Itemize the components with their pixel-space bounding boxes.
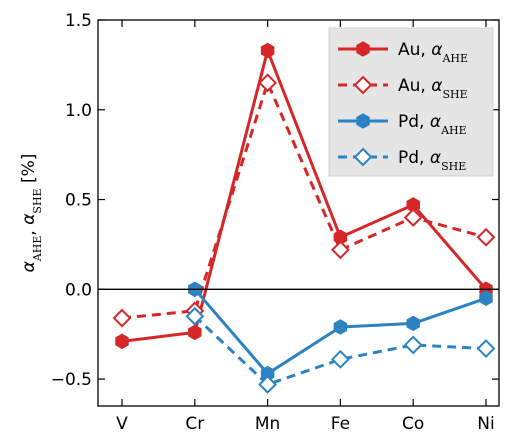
x-tick-label: Co	[402, 414, 424, 433]
data-point	[112, 308, 132, 328]
data-point	[476, 339, 496, 358]
legend-marker	[356, 41, 370, 57]
data-point	[330, 240, 350, 260]
legend-marker	[353, 75, 373, 95]
plot-frame	[97, 19, 500, 407]
data-point	[260, 42, 275, 59]
legend-label: Pd, αAHE	[398, 112, 467, 137]
x-tick-label: Fe	[331, 414, 350, 433]
series-layer	[112, 42, 496, 394]
data-point	[403, 335, 423, 355]
data-point	[188, 324, 202, 341]
y-tick-label: 1.5	[65, 11, 92, 31]
legend-marker	[353, 147, 373, 167]
y-axis-label: αAHE, αSHE [%]	[19, 154, 44, 273]
data-point	[476, 227, 496, 247]
legend: Au, αAHE Au, αSHE Pd, αAHE Pd, αSHE	[328, 27, 494, 177]
series-line	[121, 81, 487, 320]
data-point	[185, 306, 205, 326]
data-point	[406, 315, 420, 332]
data-point	[115, 333, 129, 350]
x-tick-label: Ni	[477, 414, 494, 433]
y-tick-label: 0.0	[65, 280, 92, 300]
data-point	[479, 290, 493, 307]
y-tick-label: 0.5	[65, 191, 92, 211]
legend-label: Au, αSHE	[398, 76, 468, 101]
series-line	[193, 315, 487, 386]
legend-label: Pd, αSHE	[398, 148, 466, 173]
series-line	[121, 49, 488, 343]
data-point	[258, 73, 278, 93]
y-tick-label: 1.0	[65, 101, 92, 121]
x-tick-label: Mn	[255, 414, 280, 433]
legend-label: Au, αAHE	[398, 40, 468, 65]
data-point	[258, 375, 278, 394]
x-tick-label: Cr	[185, 414, 204, 433]
ticks-layer: 1.5 1.0 0.5 0.0 −0.5 V Cr Mn Fe Co Ni	[51, 11, 499, 433]
series-3	[185, 306, 496, 394]
y-tick-label: −0.5	[51, 370, 92, 390]
data-point	[403, 208, 423, 227]
data-point	[330, 349, 350, 369]
legend-marker	[356, 113, 370, 129]
series-2	[188, 281, 493, 382]
x-tick-label: V	[116, 414, 128, 433]
data-point	[333, 319, 348, 335]
